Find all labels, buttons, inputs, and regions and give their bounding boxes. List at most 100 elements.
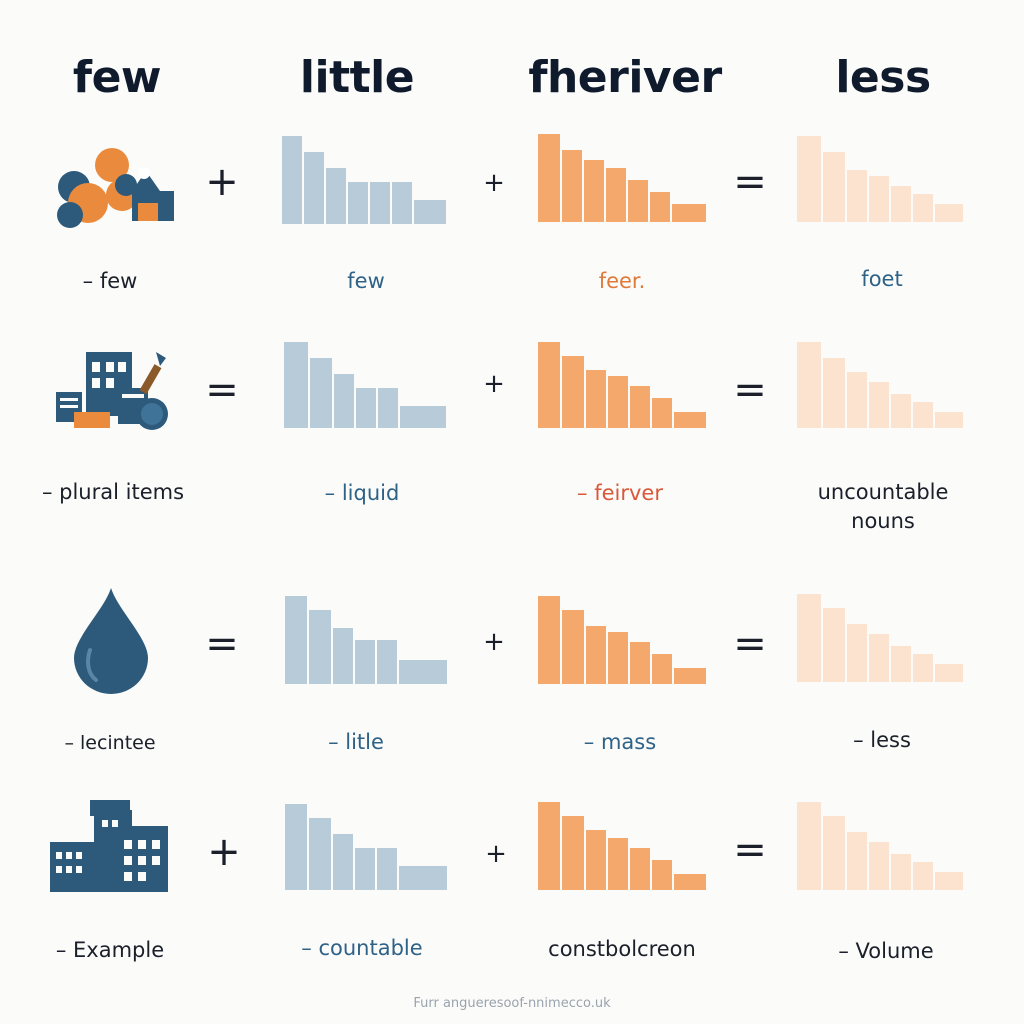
bar: [370, 182, 390, 224]
row1-label-4: foet: [861, 267, 903, 291]
bar: [378, 388, 398, 428]
bar: [674, 668, 706, 684]
bar: [608, 838, 628, 890]
column-header-few: few: [72, 52, 162, 103]
bar: [913, 402, 933, 428]
row2-operator-2: +: [483, 369, 505, 399]
bar: [377, 848, 397, 890]
bar: [285, 804, 307, 890]
bar: [285, 596, 307, 684]
row3-operator-2: +: [483, 627, 505, 657]
bar: [562, 150, 582, 222]
bar: [538, 802, 560, 890]
row1-label-3: feer.: [598, 269, 646, 293]
bar: [282, 136, 302, 224]
row1-chart-peach: [797, 134, 963, 222]
bar: [847, 170, 867, 222]
row3-label-3: – mass: [583, 730, 657, 754]
bar: [630, 848, 650, 890]
bar: [823, 608, 845, 682]
bar: [652, 654, 672, 684]
row3-chart-peach: [797, 594, 963, 682]
buildings-cluster-icon: [56, 350, 174, 434]
row4-chart-peach: [797, 802, 963, 890]
row2-chart-peach: [797, 342, 963, 428]
bar: [399, 866, 447, 890]
bar: [399, 660, 447, 684]
bar: [355, 640, 375, 684]
bar: [935, 872, 963, 890]
bar: [400, 406, 446, 428]
bar: [672, 204, 706, 222]
bar: [377, 640, 397, 684]
row4-operator-3: =: [733, 827, 767, 873]
bar: [847, 832, 867, 890]
bar: [797, 594, 821, 682]
row3-operator-1: =: [205, 621, 239, 667]
bar: [847, 624, 867, 682]
bar: [935, 412, 963, 428]
row1-operator-2: +: [483, 168, 505, 198]
bar: [309, 818, 331, 890]
bar: [652, 860, 672, 890]
bar: [356, 388, 376, 428]
bar: [797, 136, 821, 222]
bar: [650, 192, 670, 222]
row2-chart-orange: [538, 342, 706, 428]
bar: [608, 632, 628, 684]
bar: [869, 842, 889, 890]
water-drop-icon: [74, 588, 148, 694]
bar: [355, 848, 375, 890]
row2-chart-blue: [284, 342, 446, 428]
bar: [674, 874, 706, 890]
bar: [935, 664, 963, 682]
bar: [797, 802, 821, 890]
bar: [586, 626, 606, 684]
row1-operator-1: +: [205, 159, 239, 205]
column-header-little: little: [299, 52, 415, 103]
bar: [304, 152, 324, 224]
bar: [823, 816, 845, 890]
bar: [538, 134, 560, 222]
bar: [562, 816, 584, 890]
bar: [823, 358, 845, 428]
row3-label-4: – less: [853, 728, 911, 752]
bar: [606, 168, 626, 222]
bar: [538, 342, 560, 428]
row4-chart-blue: [285, 804, 447, 890]
bar: [869, 634, 889, 682]
bar: [310, 358, 332, 428]
row1-operator-3: =: [733, 159, 767, 205]
bar: [562, 610, 584, 684]
bar: [586, 370, 606, 428]
row4-label-4: – Volume: [838, 939, 934, 963]
bar: [869, 382, 889, 428]
bar: [913, 654, 933, 682]
row1-chart-blue: [282, 134, 446, 224]
row2-operator-1: =: [205, 367, 239, 413]
row4-label-2: – countable: [301, 936, 423, 960]
bar: [538, 596, 560, 684]
row3-label-1: – lecintee: [64, 732, 156, 754]
bar: [847, 372, 867, 428]
bar: [562, 356, 584, 428]
row3-operator-3: =: [733, 621, 767, 667]
shapes-cluster-icon: [52, 145, 178, 235]
bar: [333, 834, 353, 890]
row4-chart-orange: [538, 802, 706, 890]
bar: [797, 342, 821, 428]
bar: [584, 160, 604, 222]
column-header-fheriver: fheriver: [528, 52, 722, 103]
bar: [348, 182, 368, 224]
row4-label-3: constbolcreon: [548, 937, 696, 961]
bar: [869, 176, 889, 222]
bar: [891, 186, 911, 222]
row2-label-2: – liquid: [324, 481, 400, 505]
city-buildings-icon: [50, 800, 170, 892]
row1-label-1: – few: [82, 269, 138, 293]
row4-operator-1: +: [207, 829, 241, 875]
bar: [823, 152, 845, 222]
bar: [935, 204, 963, 222]
row2-label-1: – plural items: [41, 480, 185, 504]
bar: [334, 374, 354, 428]
